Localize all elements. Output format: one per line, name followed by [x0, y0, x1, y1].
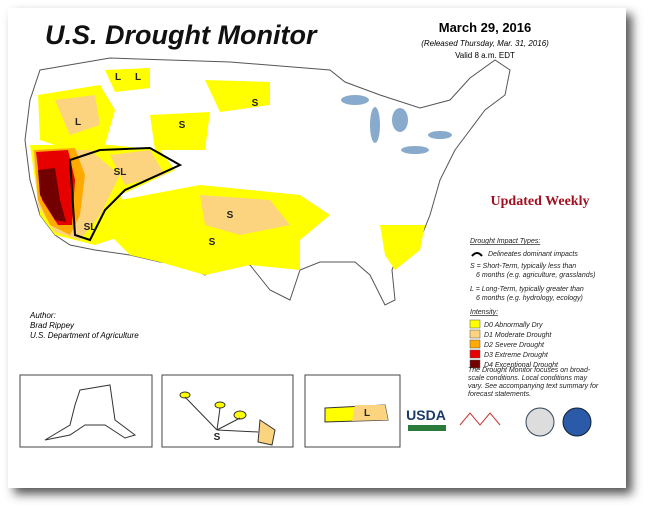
updated-weekly: Updated Weekly [491, 194, 590, 209]
title: U.S. Drought Monitor [45, 20, 318, 50]
lake [392, 108, 408, 132]
author-org: U.S. Department of Agriculture [30, 331, 139, 340]
ndmc-logo [459, 412, 501, 426]
legend-swatch [469, 349, 481, 359]
footnote: scale conditions. Local conditions may [468, 375, 588, 382]
island [257, 419, 276, 446]
impact-short: S = Short-Term, typically less than [470, 263, 576, 270]
lake [401, 146, 429, 154]
impact-line [68, 146, 183, 242]
impact-line-label: Delineates dominant impacts [488, 251, 578, 258]
map-label: S [179, 120, 186, 131]
map-label: S [209, 237, 216, 248]
doc-seal [525, 407, 555, 437]
alaska [44, 384, 137, 441]
island [214, 401, 226, 409]
legend-swatch [469, 339, 481, 349]
d0-area [205, 80, 270, 112]
usda-logo-bar [408, 425, 446, 431]
island [233, 410, 247, 420]
date: March 29, 2016 [439, 20, 532, 35]
legend-swatch [469, 329, 481, 339]
map-label: L [364, 408, 370, 419]
intensity-title: Intensity: [470, 309, 498, 316]
map-label: S [252, 98, 259, 109]
footnote: vary. See accompanying text summary for [468, 383, 599, 390]
lake [341, 95, 369, 105]
legend-label: D1 Moderate Drought [484, 332, 552, 339]
usda-logo: USDA [406, 407, 446, 423]
impact-short: 6 months (e.g. agriculture, grasslands) [476, 272, 595, 279]
noaa-seal [562, 407, 592, 437]
us-map: L L L S S SL SL S S [24, 57, 511, 306]
lake [428, 131, 452, 139]
legend-label: D4 Exceptional Drought [484, 362, 559, 369]
map-label: SL [114, 167, 127, 178]
d1-area [55, 95, 100, 135]
d1-area [110, 150, 165, 185]
map-label: L [115, 72, 121, 83]
legend-label: D3 Extreme Drought [484, 352, 549, 359]
author-name: Brad Rippey [30, 321, 75, 330]
legend-label: D0 Abnormally Dry [484, 322, 543, 329]
d1-area [200, 195, 290, 235]
map-label: SL [84, 222, 97, 233]
impact-long: L = Long-Term, typically greater than [470, 286, 584, 293]
lake [370, 107, 380, 143]
footnote: forecast statements. [468, 391, 531, 398]
d0-area [105, 68, 150, 92]
pointer-lines [184, 396, 259, 433]
impact-icon [471, 252, 483, 257]
map-label: L [135, 72, 141, 83]
d0-area [150, 112, 210, 150]
released: (Released Thursday, Mar. 31, 2016) [421, 39, 549, 48]
impact-title: Drought Impact Types: [470, 238, 540, 245]
author-label: Author: [29, 311, 56, 320]
footnote: The Drought Monitor focuses on broad- [468, 367, 591, 374]
legend-label: D2 Severe Drought [484, 342, 545, 349]
d0-area [380, 225, 425, 270]
legend-swatch [469, 359, 481, 369]
intensity-legend: D0 Abnormally Dry D1 Moderate Drought D2 S… [469, 319, 559, 369]
impact-long: 6 months (e.g. hydrology, ecology) [476, 295, 583, 302]
map-label: S [227, 210, 234, 221]
d4-area [38, 168, 66, 222]
map-label: L [75, 117, 81, 128]
island [179, 391, 191, 399]
legend-swatch [469, 319, 481, 329]
map-label: S [214, 432, 221, 443]
valid: Valid 8 a.m. EDT [455, 51, 515, 60]
d1-area [352, 405, 388, 421]
